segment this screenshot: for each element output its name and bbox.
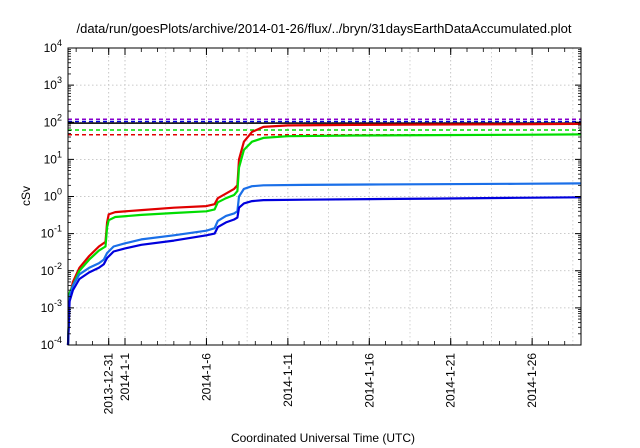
y-tick-label-exponent: 1 bbox=[57, 149, 62, 159]
y-tick-label-exponent: -4 bbox=[54, 335, 62, 345]
series-line bbox=[66, 196, 582, 346]
x-tick-label: 2014-1-11 bbox=[281, 353, 295, 407]
x-axis: 2013-12-31 2014-1-1 2014-1-6 2014-1-11 2014-… bbox=[75, 48, 582, 415]
y-tick-label-base: 10 bbox=[44, 190, 58, 204]
y-tick-label-base: 10 bbox=[44, 78, 58, 92]
y-tick-label-base: 10 bbox=[41, 338, 55, 352]
x-tick-label: 2013-12-31 bbox=[102, 353, 116, 415]
y-tick-label: 10-3 bbox=[41, 298, 62, 315]
y-tick-label-exponent: -3 bbox=[54, 298, 62, 308]
y-tick-label: 101 bbox=[44, 149, 62, 166]
x-tick-label: 2014-1-6 bbox=[199, 353, 213, 401]
y-tick-label-exponent: 0 bbox=[57, 187, 62, 197]
y-tick-label: 100 bbox=[44, 187, 62, 204]
y-tick-label-base: 10 bbox=[44, 152, 58, 166]
x-axis-label: Coordinated Universal Time (UTC) bbox=[231, 431, 415, 445]
y-tick-label-exponent: 3 bbox=[57, 75, 62, 85]
x-tick-label: 2014-1-16 bbox=[362, 353, 376, 408]
x-tick-label: 2014-1-21 bbox=[444, 353, 458, 408]
x-tick-label: 2014-1-1 bbox=[118, 353, 132, 401]
y-tick-label-base: 10 bbox=[44, 115, 58, 129]
y-tick-label-exponent: 2 bbox=[57, 112, 62, 122]
threshold-lines bbox=[68, 118, 581, 136]
y-tick-label-base: 10 bbox=[41, 227, 55, 241]
y-tick-label: 10-4 bbox=[41, 335, 62, 352]
y-tick-label-exponent: -2 bbox=[54, 261, 62, 271]
y-tick-label-base: 10 bbox=[41, 301, 55, 315]
grid bbox=[68, 48, 581, 345]
y-axis-label: cSv bbox=[19, 186, 33, 206]
series-line bbox=[66, 182, 582, 346]
y-tick-label-exponent: -1 bbox=[54, 224, 62, 234]
x-tick-label: 2014-1-26 bbox=[525, 353, 539, 408]
series-line bbox=[66, 122, 582, 346]
series-lines bbox=[66, 122, 582, 346]
y-tick-label-exponent: 4 bbox=[57, 38, 62, 48]
y-tick-label-base: 10 bbox=[44, 41, 58, 55]
y-tick-label: 103 bbox=[44, 75, 62, 92]
y-tick-label: 10-2 bbox=[41, 261, 62, 278]
chart-title: /data/run/goesPlots/archive/2014-01-26/f… bbox=[76, 21, 571, 36]
y-tick-label: 102 bbox=[44, 112, 62, 129]
y-tick-label: 104 bbox=[44, 38, 62, 55]
series-line bbox=[66, 133, 582, 346]
y-tick-label-base: 10 bbox=[41, 264, 55, 278]
y-tick-label: 10-1 bbox=[41, 224, 62, 241]
